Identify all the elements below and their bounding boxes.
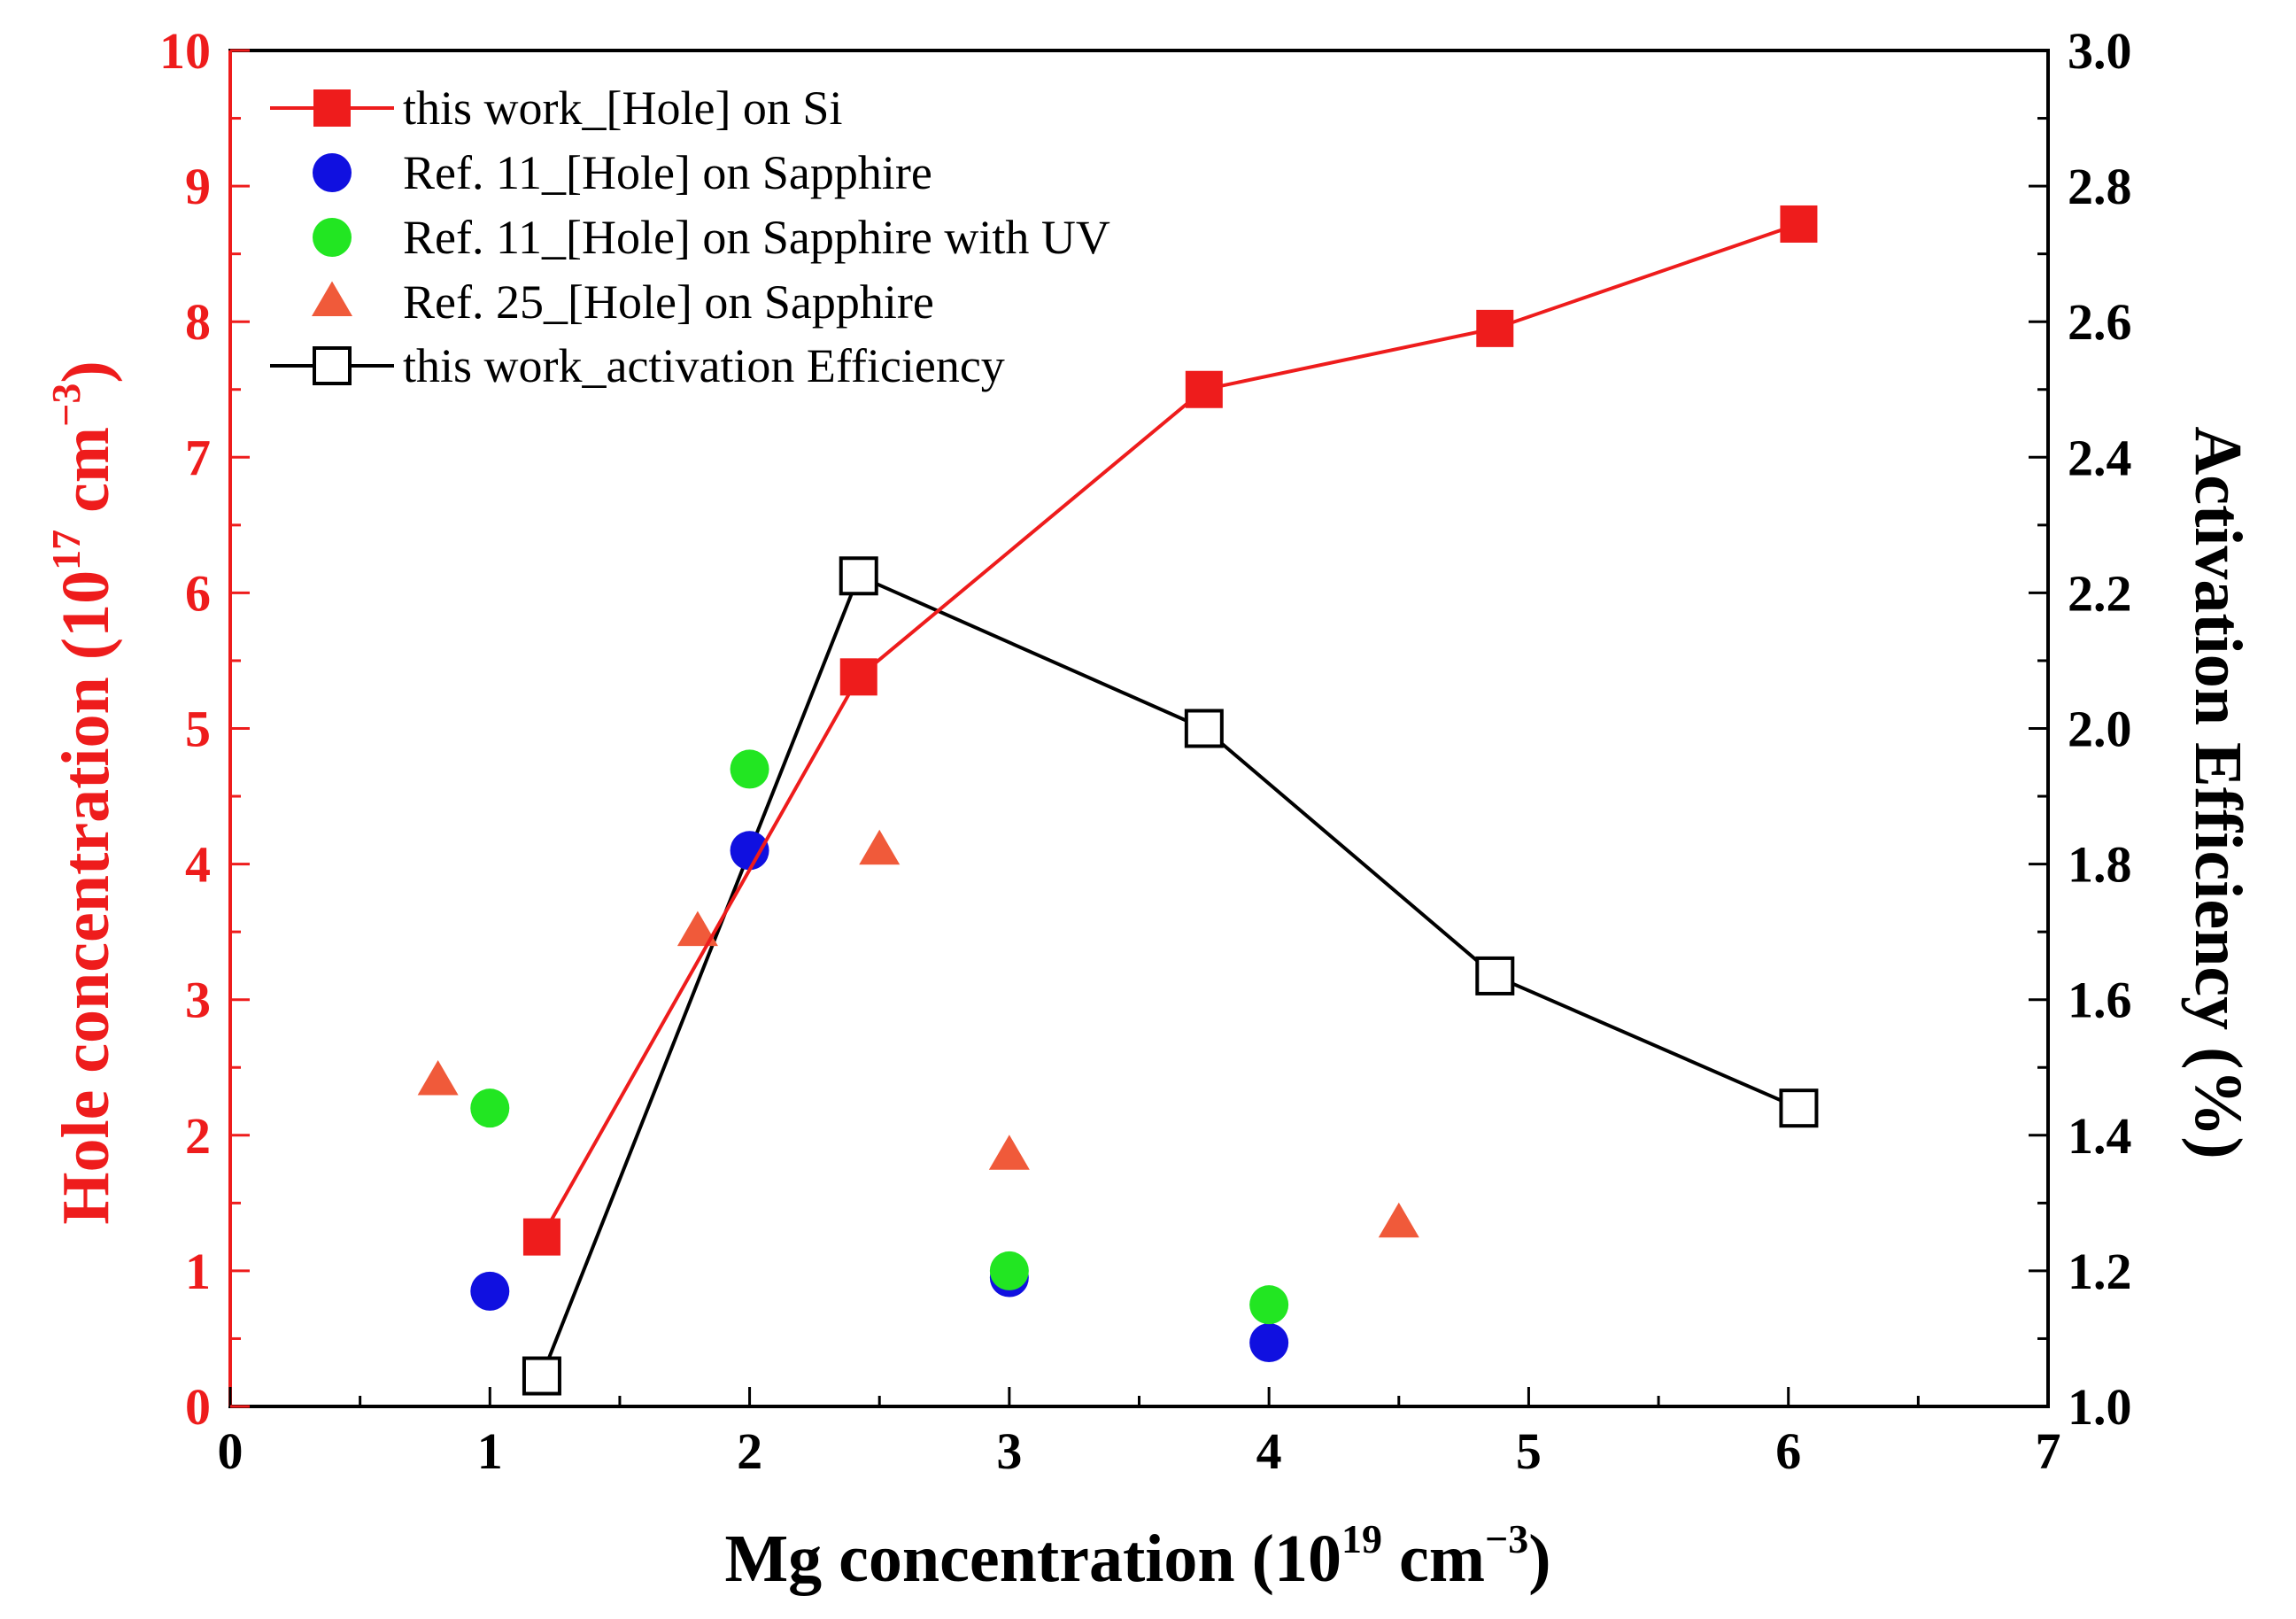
legend-label: this work_[Hole] on Si	[403, 81, 842, 135]
left-y-tick-label: 8	[185, 293, 211, 351]
legend-entry: Ref. 11_[Hole] on Sapphire	[313, 146, 932, 199]
left-y-tick-label: 5	[185, 701, 211, 758]
series-3	[417, 829, 1419, 1238]
legend-marker	[313, 346, 352, 385]
left-axis-title: Hole concentration (1017 cm−3)	[43, 360, 123, 1224]
legend-label: this work_activation Efficiency	[403, 339, 1005, 392]
data-point	[1475, 956, 1515, 995]
data-point	[859, 829, 901, 865]
left-y-tick-label: 0	[185, 1378, 211, 1436]
series-layer	[417, 205, 1819, 1396]
data-point	[1249, 1323, 1289, 1363]
left-y-tick-label: 4	[185, 836, 211, 894]
right-y-tick-label: 1.8	[2068, 836, 2132, 894]
right-y-tick-label: 1.6	[2068, 972, 2132, 1029]
legend-marker	[313, 153, 352, 192]
data-point	[839, 658, 877, 696]
legend-entry: this work_[Hole] on Si	[270, 81, 842, 135]
data-point	[1378, 1202, 1419, 1238]
x-tick-label: 1	[477, 1422, 503, 1480]
left-y-tick-label: 3	[185, 972, 211, 1029]
legend-label: Ref. 11_[Hole] on Sapphire with UV	[403, 211, 1110, 264]
data-point	[417, 1060, 459, 1096]
data-point	[989, 1251, 1029, 1290]
legend-label: Ref. 25_[Hole] on Sapphire	[403, 275, 934, 329]
series-2	[470, 749, 1289, 1325]
data-point	[1184, 709, 1224, 748]
right-y-tick-label: 2.6	[2068, 293, 2132, 351]
legend-entry: Ref. 25_[Hole] on Sapphire	[312, 275, 934, 329]
left-y-tick-label: 2	[185, 1107, 211, 1165]
legend-marker	[313, 218, 352, 257]
x-axis-title: Mg concentration (1019 cm−3)	[724, 1516, 1550, 1596]
x-tick-label: 6	[1775, 1422, 1801, 1480]
series-line	[540, 573, 1800, 1377]
legend: this work_[Hole] on Si Ref. 11_[Hole] on …	[270, 81, 1110, 392]
x-tick-label: 4	[1256, 1422, 1282, 1480]
legend-entry: this work_activation Efficiency	[270, 339, 1005, 392]
right-y-tick-label: 1.0	[2068, 1378, 2132, 1436]
tick-labels: 0 1 2 3 4 5 6 7 0 1 2 3 4 5 6 7 8 9 10 1.0 1.2 1.4 1.6 1.8 2.0 2.…	[159, 22, 2132, 1480]
right-y-tick-label: 2.2	[2068, 564, 2132, 622]
left-y-tick-label: 10	[159, 22, 211, 80]
left-y-tick-label: 6	[185, 564, 211, 622]
data-point	[1249, 1285, 1289, 1325]
x-tick-label: 0	[218, 1422, 244, 1480]
data-point	[1185, 370, 1223, 408]
data-point	[1476, 309, 1514, 347]
left-y-tick-label: 9	[185, 158, 211, 215]
data-point	[1779, 1088, 1819, 1128]
data-point	[1780, 205, 1818, 243]
legend-marker	[313, 89, 351, 127]
data-point	[676, 910, 718, 947]
data-point	[730, 749, 769, 789]
ticks	[228, 49, 2050, 1408]
series-0	[522, 205, 1818, 1256]
left-y-tick-label: 1	[185, 1243, 211, 1300]
data-point	[470, 1088, 510, 1128]
data-point	[522, 1356, 561, 1396]
x-tick-label: 2	[737, 1422, 762, 1480]
data-point	[730, 831, 769, 871]
right-y-tick-label: 1.4	[2068, 1107, 2132, 1165]
series-4	[522, 556, 1819, 1396]
data-point	[988, 1135, 1030, 1170]
legend-entry: Ref. 11_[Hole] on Sapphire with UV	[313, 211, 1110, 264]
right-y-tick-label: 1.2	[2068, 1243, 2132, 1300]
x-tick-label: 5	[1516, 1422, 1542, 1480]
right-y-tick-label: 3.0	[2068, 22, 2132, 80]
left-y-tick-label: 7	[185, 429, 211, 486]
data-point	[470, 1271, 510, 1311]
right-y-tick-label: 2.8	[2068, 158, 2132, 215]
right-y-tick-label: 2.4	[2068, 429, 2132, 486]
legend-marker	[312, 281, 352, 316]
x-tick-label: 7	[2036, 1422, 2061, 1480]
x-tick-label: 3	[996, 1422, 1022, 1480]
right-y-tick-label: 2.0	[2068, 701, 2132, 758]
series-1	[470, 831, 1289, 1363]
data-point	[522, 1218, 560, 1256]
data-point	[839, 556, 878, 596]
legend-label: Ref. 11_[Hole] on Sapphire	[403, 146, 932, 199]
right-axis-title: Activation Efficiency (%)	[2181, 426, 2255, 1158]
